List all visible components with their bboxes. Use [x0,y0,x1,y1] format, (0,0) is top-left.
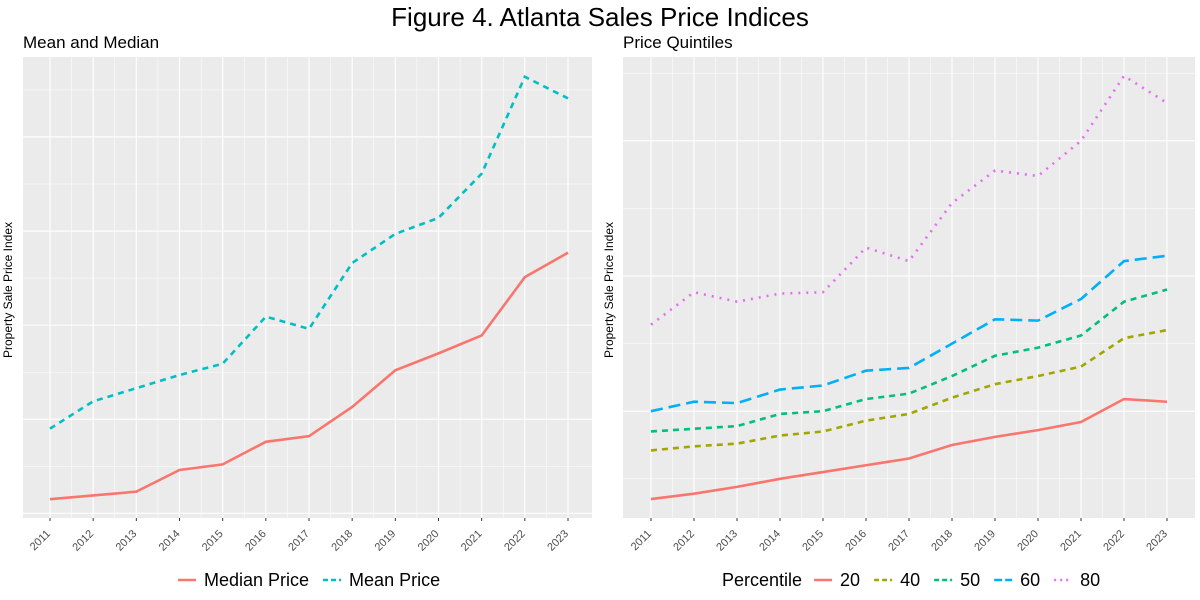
x-tick-label: 2020 [1015,528,1041,554]
x-tick-label: 2019 [972,528,998,554]
legend-label: Mean Price [349,570,440,590]
series-line-60 [650,254,1168,413]
legend: Percentile 20 40 50 60 80 [722,570,1100,590]
legend-label: 80 [1080,570,1100,590]
x-tick-label: 2015 [200,528,226,554]
x-tick-label: 2020 [416,528,442,554]
legend-label: 20 [840,570,860,590]
panel-title: Price Quintiles [623,33,733,52]
legend-label: 40 [900,570,920,590]
panel-price-quintiles: 2011 2012 2013 2014 2015 2016 2017 2018 2019 2020… [602,33,1195,590]
x-tick-label: 2017 [886,528,912,554]
legend: Median Price Mean Price [178,570,440,590]
series-line-80 [650,74,1168,326]
x-tick-label: 2018 [929,528,955,554]
x-tick-label: 2021 [1058,528,1084,554]
legend-label: Median Price [204,570,309,590]
x-tick-label: 2023 [1144,528,1170,554]
legend-label: 60 [1020,570,1040,590]
y-axis-label: Property Sale Price Index [602,222,616,358]
x-tick-label: 2014 [757,528,783,554]
x-tick-label: 2012 [70,528,96,554]
x-tick-label: 2019 [373,528,399,554]
x-tick-label: 2011 [629,528,654,553]
x-tick-label: 2013 [714,528,740,554]
panel-title: Mean and Median [23,33,159,52]
legend-label: 50 [960,570,980,590]
x-tick-label: 2022 [502,528,528,554]
x-tick-label: 2023 [545,528,571,554]
series-line-mean-price [49,74,569,430]
x-tick-label: 2011 [28,528,53,553]
y-axis-label: Property Sale Price Index [1,222,15,358]
legend-title: Percentile [722,570,802,590]
x-tick-label: 2022 [1101,528,1127,554]
x-tick-label: 2017 [286,528,312,554]
plot-background [23,57,592,518]
series-line-50 [650,288,1168,433]
x-tick-label: 2016 [243,528,269,554]
x-tick-label: 2016 [843,528,869,554]
series-line-20 [650,397,1168,501]
series-line-median-price [49,251,569,501]
x-tick-label: 2021 [459,528,485,554]
x-tick-label: 2015 [800,528,826,554]
x-tick-label: 2014 [157,528,183,554]
x-tick-label: 2018 [329,528,355,554]
panel-mean-median: 2011 2012 2013 2014 2015 2016 2017 2018 2019 2020… [1,33,592,590]
x-tick-label: 2013 [114,528,140,554]
figure-title: Figure 4. Atlanta Sales Price Indices [391,2,809,32]
x-tick-label: 2012 [671,528,697,554]
